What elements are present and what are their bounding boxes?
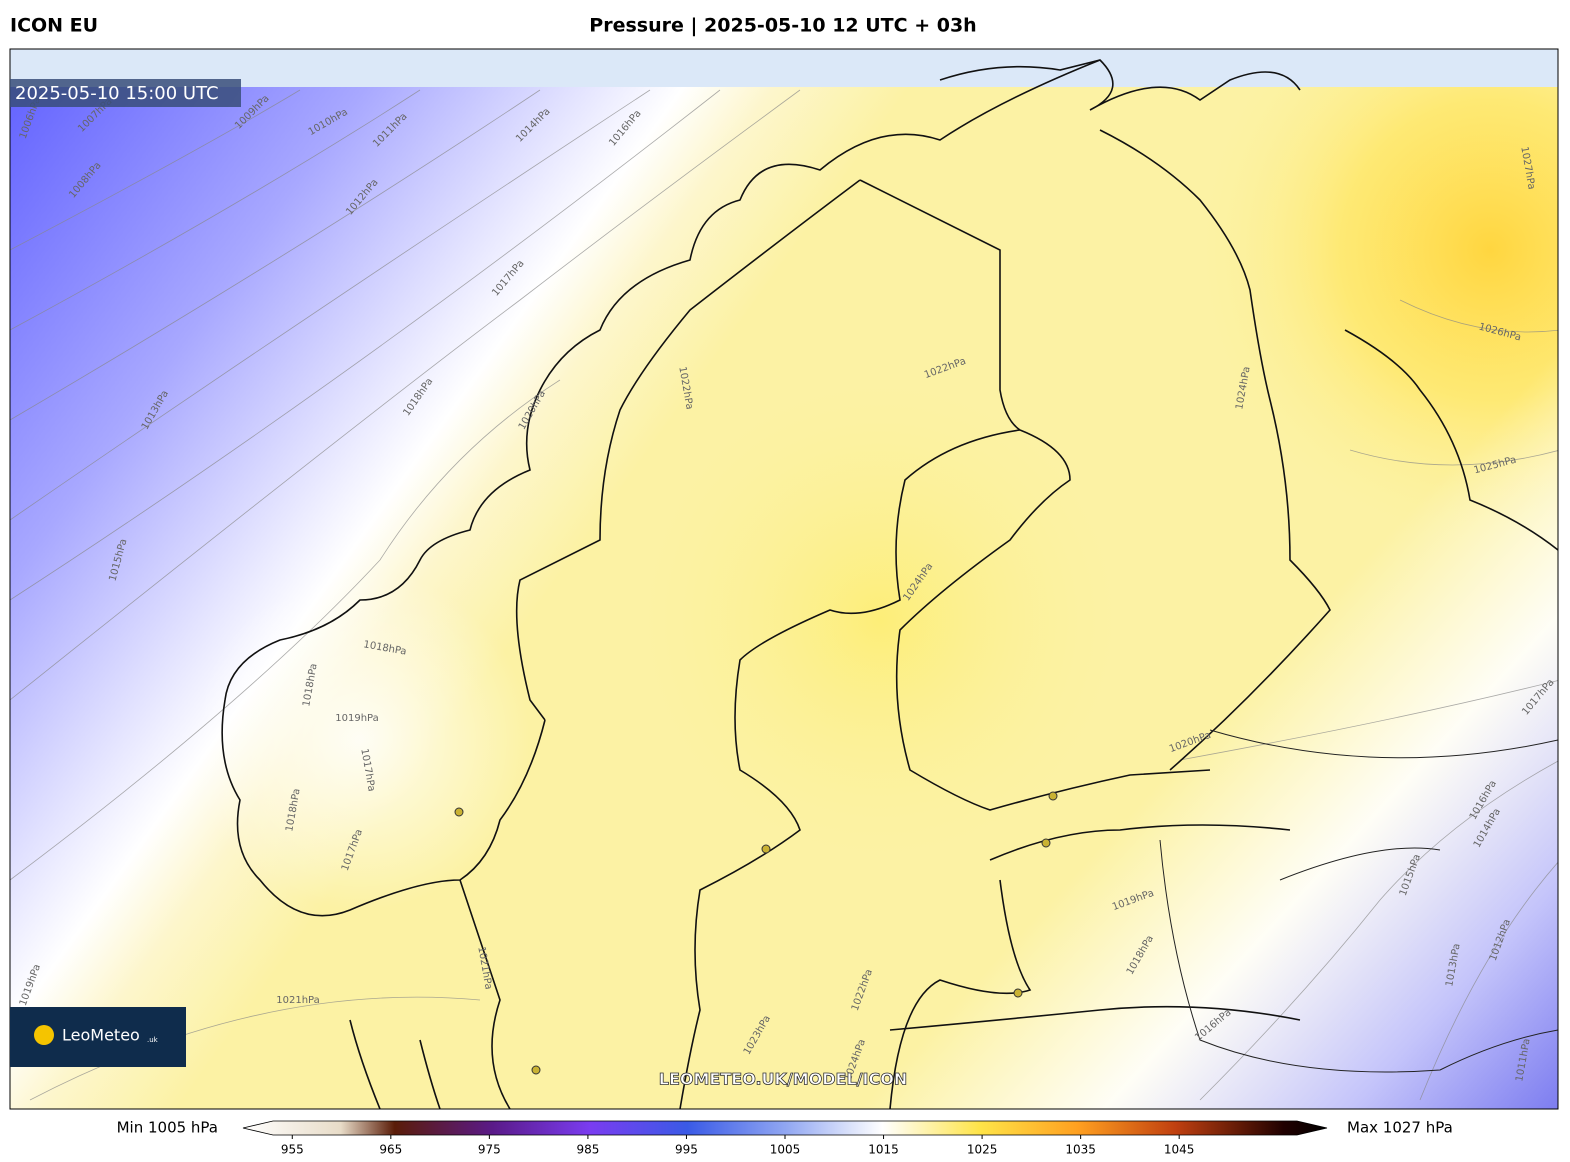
colorbar-max: Max 1027 hPa [1347, 1119, 1453, 1137]
colorbar-tick-label: 995 [675, 1143, 698, 1157]
colorbar-tick-label: 965 [379, 1143, 402, 1157]
colorbar-tick-label: 955 [281, 1143, 304, 1157]
colorbar-bar [242, 1120, 1328, 1136]
time-box [10, 79, 241, 107]
colorbar-tick-label: 1015 [868, 1143, 899, 1157]
colorbar-tick-label: 1045 [1164, 1143, 1195, 1157]
colorbar-tick-label: 985 [576, 1143, 599, 1157]
coastlines [221, 59, 1558, 1109]
colorbar-tick-label: 1025 [967, 1143, 998, 1157]
colorbar-tick-label: 975 [478, 1143, 501, 1157]
logo-suffix: .uk [147, 1036, 159, 1044]
colorbar: 955 965 975 985 995 1005 1015 1025 1035 1045 [242, 1120, 1328, 1157]
colorbar-min: Min 1005 hPa [117, 1119, 218, 1137]
no-data-strip [10, 49, 1558, 87]
model-name: ICON EU [10, 15, 98, 37]
borders [1159, 729, 1558, 1073]
colorbar-tick-label: 1035 [1065, 1143, 1096, 1157]
map-frame [9, 48, 1559, 1110]
city-dots [454, 791, 1058, 1075]
colorbar-tick-label: 1005 [770, 1143, 801, 1157]
isobars [10, 89, 1558, 1101]
valid-time: 2025-05-10 15:00 UTC [15, 83, 219, 104]
mountain-field [10, 49, 1558, 1109]
isobar-label: 1021hPa [276, 995, 320, 1006]
watermark: LEOMETEO.UK/MODEL/ICON [659, 1070, 907, 1089]
title: Pressure | 2025-05-10 12 UTC + 03h [589, 15, 976, 37]
logo-sun [34, 1025, 54, 1045]
isobar-label: 1019hPa [335, 713, 379, 724]
logo-name: LeoMeteo [62, 1026, 140, 1045]
